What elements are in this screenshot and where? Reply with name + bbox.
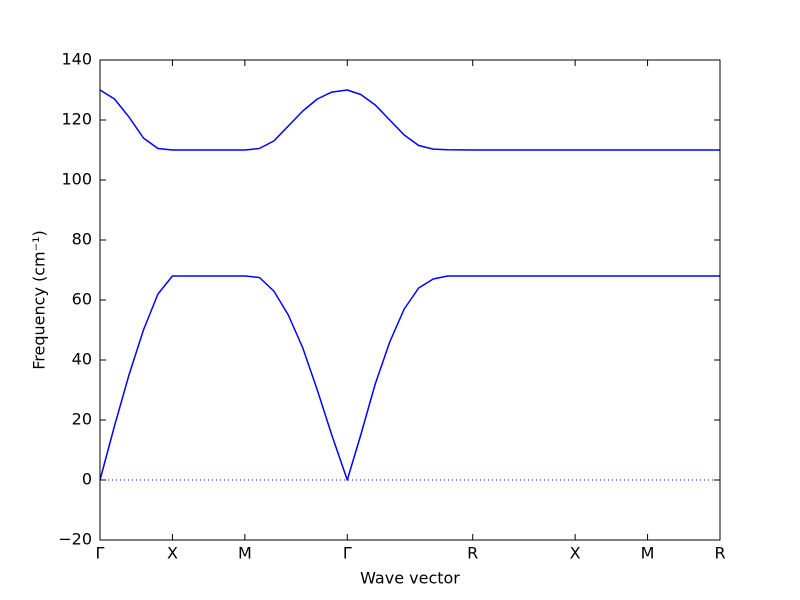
x-tick-label: Γ [96,544,105,563]
y-tick-label: 0 [82,470,92,489]
x-tick-label: R [714,544,725,563]
x-tick-label: R [467,544,478,563]
y-tick-label: −20 [58,530,92,549]
y-tick-label: 120 [61,110,92,129]
band-line [99,275,720,481]
y-tick-label: 100 [61,170,92,189]
y-axis-label: Frequency (cm⁻¹) [30,230,49,369]
y-tick-label: 140 [61,50,92,69]
x-tick-label: M [238,544,252,563]
x-tick-label: M [641,544,655,563]
x-tick-label: X [570,544,581,563]
band-line [99,89,720,151]
x-tick-label: Γ [343,544,352,563]
x-tick-label: X [167,544,178,563]
y-tick-label: 40 [72,350,92,369]
x-axis-label: Wave vector [360,569,460,588]
y-tick-label: 60 [72,290,92,309]
y-tick-label: 80 [72,230,92,249]
plot-area [99,89,720,481]
y-tick-label: 20 [72,410,92,429]
